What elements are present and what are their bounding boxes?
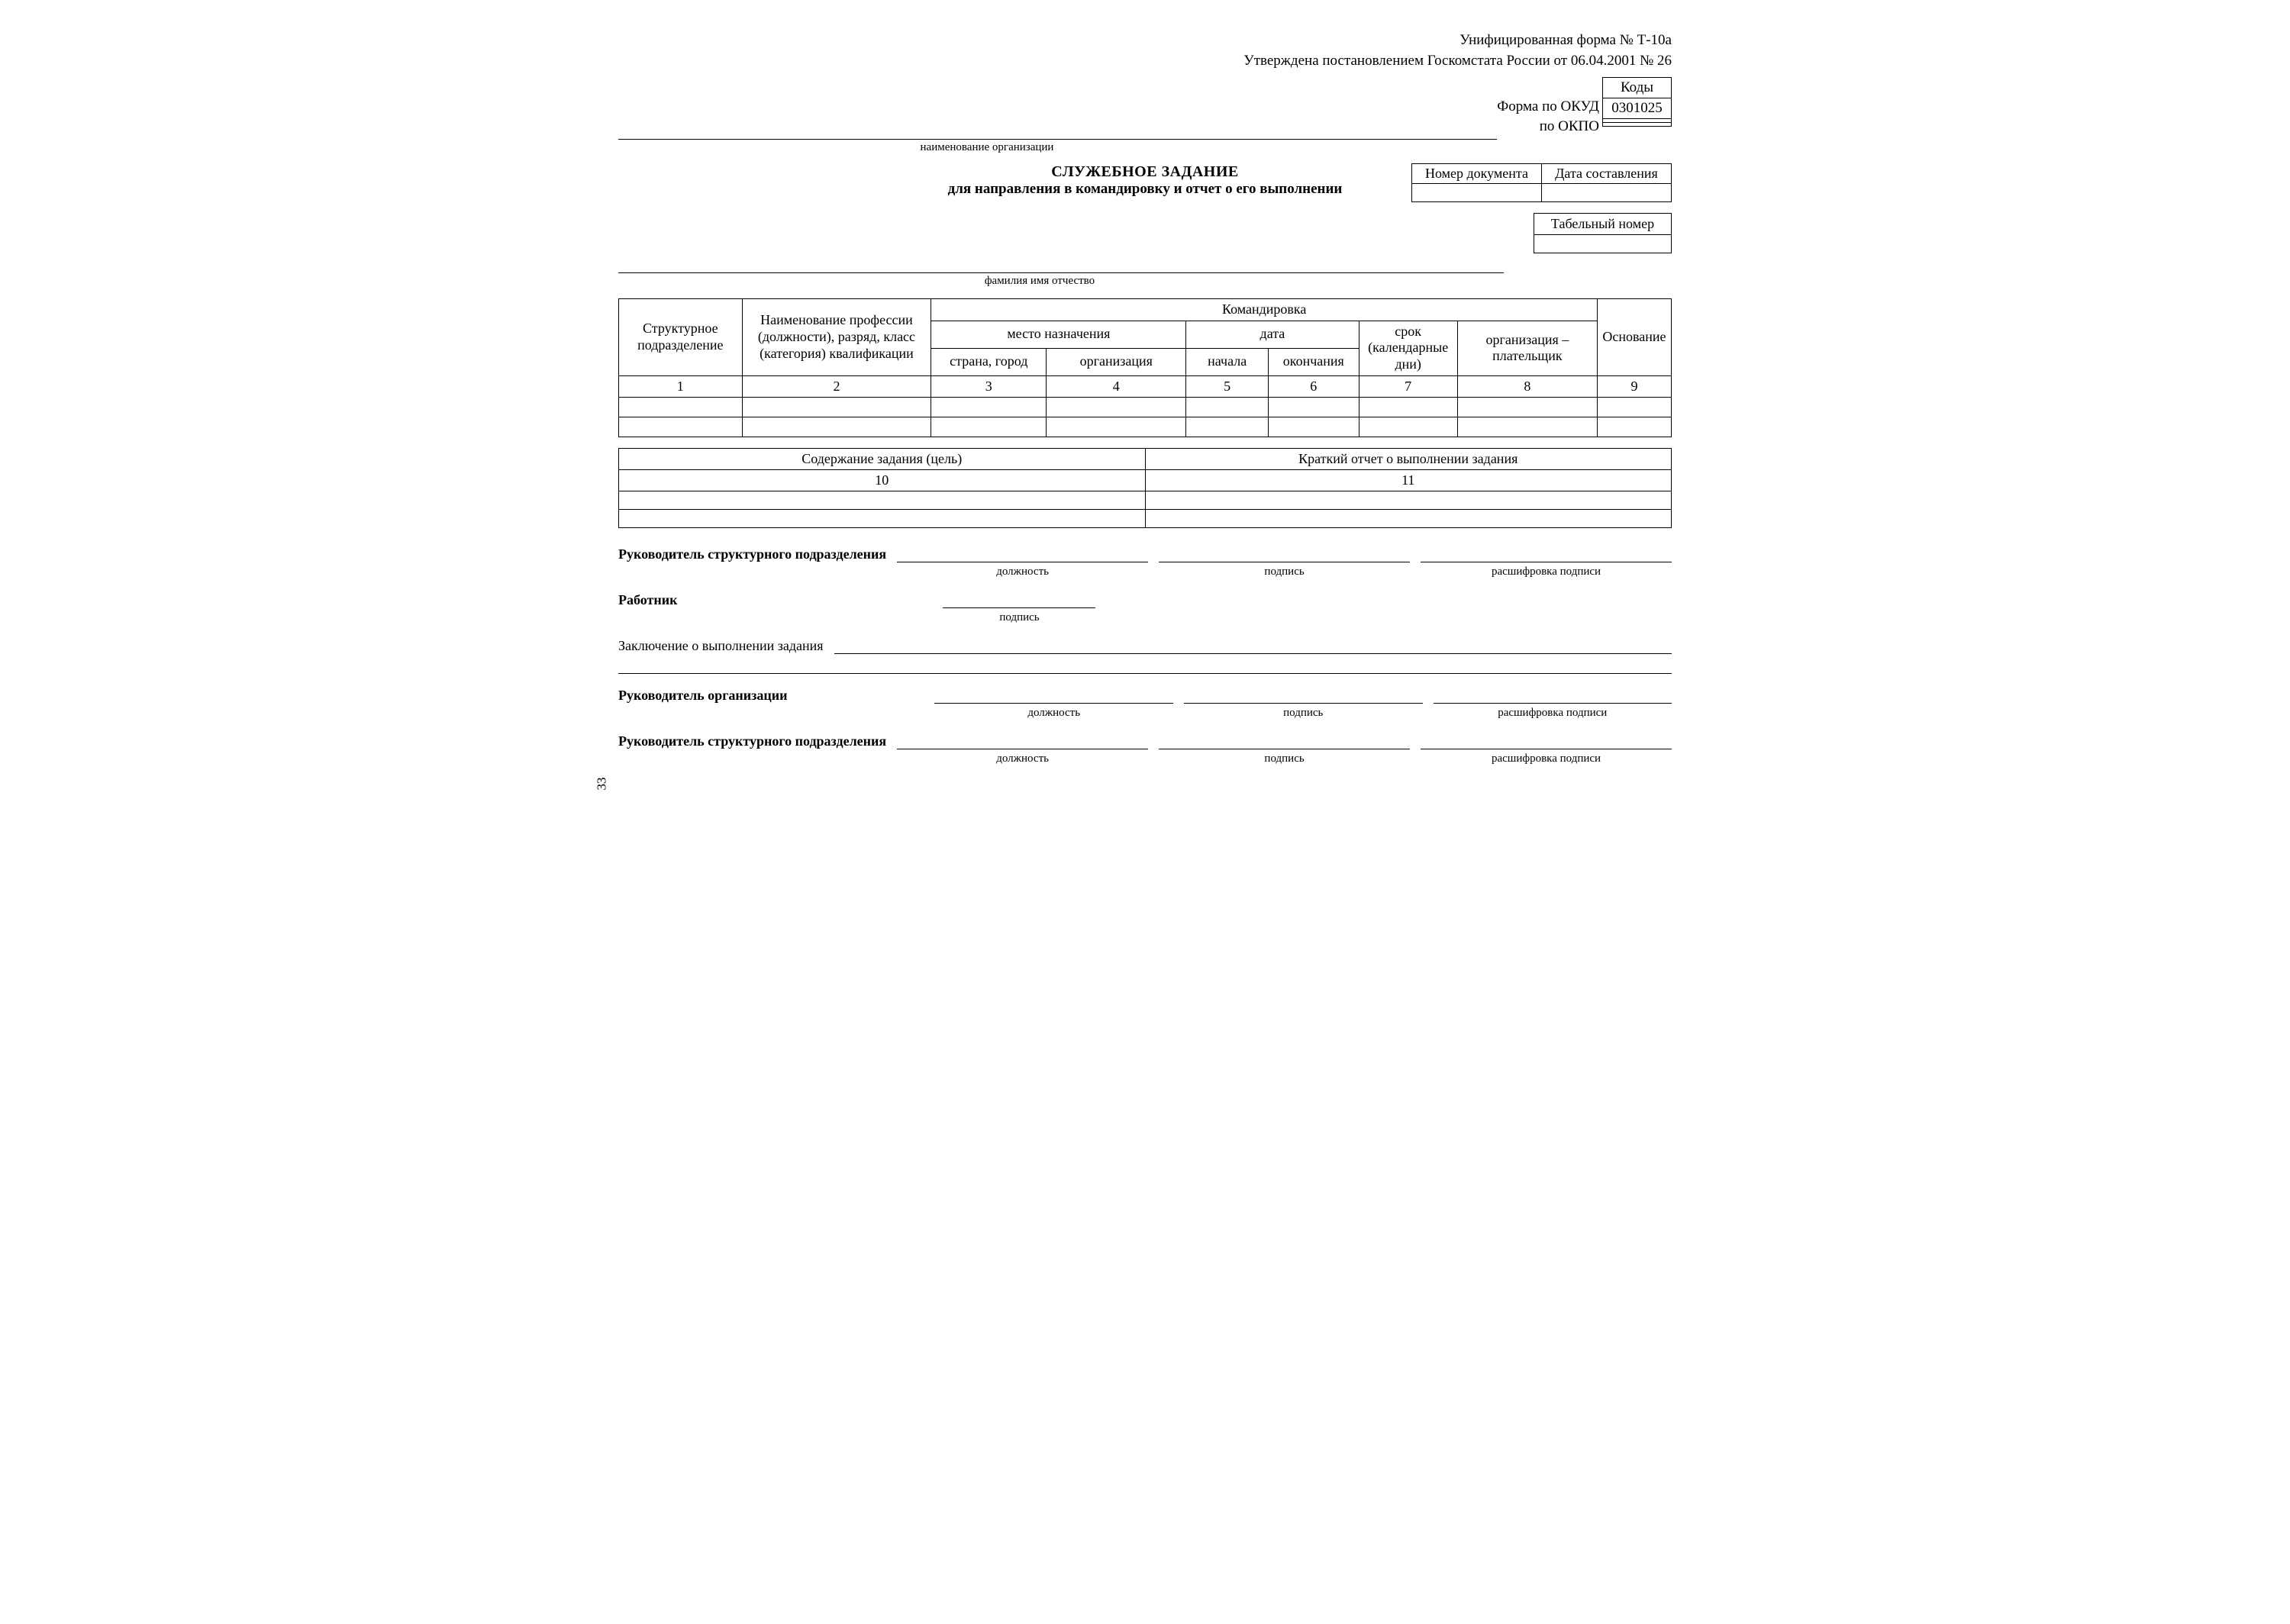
fio-caption: фамилия имя отчество [618,275,1461,288]
th-prof: Наименование профес­сии (должности), раз… [742,299,931,375]
signature-field[interactable] [1159,547,1410,562]
okud-value: 0301025 [1603,98,1672,119]
title-block: СЛУЖЕБНОЕ ЗАДАНИЕ для направления в кома… [776,163,1514,198]
cap-position: должность [897,566,1148,582]
col-num-11: 11 [1145,469,1672,491]
doc-num-value[interactable] [1412,184,1542,202]
doc-number-table: Номер документа Дата составления [1411,163,1672,202]
col-num-3: 3 [931,375,1047,397]
th-end: окончания [1269,348,1359,375]
head-dept-label: Руководитель структурного подразделения [618,546,886,562]
cap-signature: подпись [1159,752,1410,768]
org-name-field[interactable] [618,123,1497,140]
okud-label: Форма по ОКУД [1497,97,1599,117]
org-caption: наименование организации [618,141,1356,154]
cap-signature: подпись [1159,566,1410,582]
table-row[interactable] [619,491,1672,509]
decipher-field[interactable] [1434,688,1672,704]
form-page: Унифицированная форма № Т-10а Утверждена… [618,31,1672,768]
tab-number-table: Табельный номер [1534,213,1672,253]
col-num-8: 8 [1457,375,1597,397]
th-term: срок (календар­ные дни) [1359,321,1457,375]
col-num-6: 6 [1269,375,1359,397]
th-org: организация [1047,348,1186,375]
th-report: Краткий отчет о выполнении задания [1145,448,1672,469]
signature-field[interactable] [1184,688,1423,704]
signature-field[interactable] [1159,734,1410,749]
conclusion-label: Заключение о выполнении задания [618,638,824,654]
th-country: страна, город [931,348,1047,375]
page-number: 33 [595,777,610,790]
col-num-5: 5 [1186,375,1269,397]
header-block: Унифицированная форма № Т-10а Утверждена… [618,31,1672,71]
form-number-line: Унифицированная форма № Т-10а [618,31,1672,51]
okpo-label: по ОКПО [1497,117,1599,137]
report-table: Содержание задания (цель) Краткий отчет … [618,448,1672,528]
th-content: Содержание задания (цель) [619,448,1146,469]
codes-header: Коды [1603,78,1672,98]
head-dept2-label: Руководитель структурного подразделения [618,733,886,749]
cap-signature: подпись [943,611,1095,627]
worker-signature-field[interactable] [943,593,1095,608]
th-start: начала [1186,348,1269,375]
decipher-field[interactable] [1421,734,1672,749]
table-row[interactable] [619,509,1672,527]
col-num-1: 1 [619,375,743,397]
col-num-2: 2 [742,375,931,397]
doc-num-header: Номер документа [1412,164,1542,184]
decipher-field[interactable] [1421,547,1672,562]
cap-signature: подпись [1184,707,1423,723]
tab-num-value[interactable] [1534,235,1672,253]
doc-date-header: Дата составления [1542,164,1672,184]
table-row[interactable] [619,397,1672,417]
th-trip: Командировка [931,299,1598,321]
extra-code-cell[interactable] [1603,123,1672,127]
col-num-9: 9 [1597,375,1671,397]
cap-position: должность [897,752,1148,768]
col-num-7: 7 [1359,375,1457,397]
position-field[interactable] [934,688,1173,704]
title-sub: для направления в командировку и отчет о… [776,181,1514,198]
col-num-10: 10 [619,469,1146,491]
doc-date-value[interactable] [1542,184,1672,202]
main-table: Структурное подразделение Наименование п… [618,298,1672,437]
th-basis: Основа­ние [1597,299,1671,375]
approval-line: Утверждена постановлением Госкомстата Ро… [618,51,1672,72]
th-struct: Структурное подразделение [619,299,743,375]
cap-position: должность [934,707,1173,723]
fio-field[interactable] [618,258,1504,273]
position-field[interactable] [897,734,1148,749]
col-num-4: 4 [1047,375,1186,397]
th-date: дата [1186,321,1359,348]
codes-table: Коды 0301025 [1602,77,1672,127]
cap-decipher: расшифровка подписи [1421,752,1672,768]
conclusion-field[interactable] [834,639,1672,654]
tab-num-header: Табельный номер [1534,214,1672,235]
th-payer: организация – плательщик [1457,321,1597,375]
cap-decipher: расшифровка подписи [1421,566,1672,582]
signatures-block: Руководитель структурного подразделения … [618,546,1672,768]
th-dest: место назначения [931,321,1186,348]
head-org-label: Руководитель организации [618,688,787,704]
table-row[interactable] [619,417,1672,437]
conclusion-field-2[interactable] [618,659,1672,674]
cap-decipher: расшифровка подписи [1434,707,1672,723]
worker-label: Работник [618,592,677,608]
position-field[interactable] [897,547,1148,562]
title-main: СЛУЖЕБНОЕ ЗАДАНИЕ [776,163,1514,181]
codes-block: Форма по ОКУД по ОКПО Коды 0301025 [1497,77,1672,137]
